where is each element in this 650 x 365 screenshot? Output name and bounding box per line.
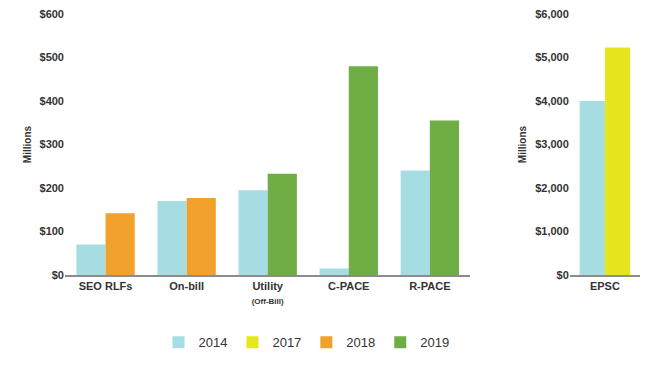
svg-text:$2,000: $2,000 <box>535 182 569 194</box>
svg-text:Millions: Millions <box>517 125 528 163</box>
svg-text:$3,000: $3,000 <box>535 138 569 150</box>
svg-text:$0: $0 <box>52 269 64 281</box>
svg-text:2014: 2014 <box>199 335 228 350</box>
svg-text:$1,000: $1,000 <box>535 225 569 237</box>
svg-text:Utility(Off-Bill): Utility(Off-Bill) <box>252 280 284 306</box>
svg-text:2017: 2017 <box>272 335 301 350</box>
svg-text:On-bill: On-bill <box>169 280 204 292</box>
svg-text:$600: $600 <box>40 8 64 20</box>
svg-text:SEO RLFs: SEO RLFs <box>79 280 133 292</box>
svg-text:$300: $300 <box>40 138 64 150</box>
svg-text:$4,000: $4,000 <box>535 95 569 107</box>
svg-text:EPSC: EPSC <box>590 280 620 292</box>
svg-text:$5,000: $5,000 <box>535 51 569 63</box>
svg-text:2018: 2018 <box>346 335 375 350</box>
svg-text:C-PACE: C-PACE <box>328 280 369 292</box>
svg-text:$200: $200 <box>40 182 64 194</box>
svg-text:Millions: Millions <box>22 125 33 163</box>
svg-text:$400: $400 <box>40 95 64 107</box>
svg-text:$6,000: $6,000 <box>535 8 569 20</box>
svg-text:$0: $0 <box>557 269 569 281</box>
svg-text:2019: 2019 <box>420 335 449 350</box>
svg-text:$500: $500 <box>40 51 64 63</box>
svg-text:R-PACE: R-PACE <box>409 280 450 292</box>
svg-text:$100: $100 <box>40 225 64 237</box>
